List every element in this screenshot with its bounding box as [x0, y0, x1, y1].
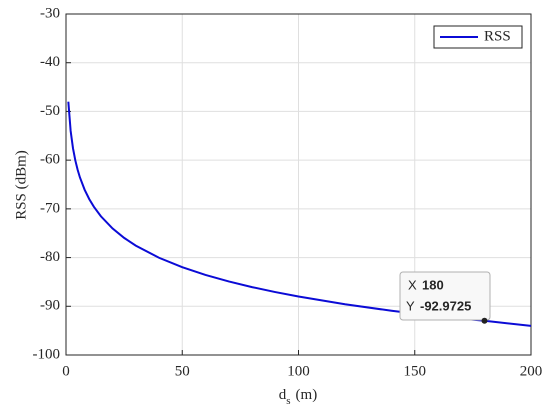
x-tick-label: 100 — [287, 363, 310, 379]
y-tick-label: -80 — [40, 249, 60, 265]
datatip-y-value: -92.9725 — [420, 298, 471, 313]
datatip-marker — [481, 317, 488, 324]
x-label-unit: (m) — [296, 387, 318, 403]
datatip-box — [399, 271, 491, 321]
datatip-x-label: X — [408, 277, 417, 292]
legend-label: RSS — [484, 28, 511, 44]
y-tick-label: -30 — [40, 5, 60, 21]
series-line — [67, 101, 532, 327]
legend: RSS — [433, 25, 523, 49]
x-tick-label: 0 — [62, 363, 70, 379]
x-label-subscript: s — [286, 395, 290, 407]
y-tick-label: -70 — [40, 200, 60, 216]
y-axis-label: RSS (dBm) — [13, 150, 29, 220]
x-tick-label: 50 — [175, 363, 190, 379]
y-tick-label: -50 — [40, 103, 60, 119]
y-tick-label: -100 — [33, 346, 61, 362]
y-tick-label: -40 — [40, 54, 60, 70]
x-axis-label: ds (m) — [279, 387, 317, 406]
datatip-x-value: 180 — [422, 277, 444, 292]
datatip-y-label: Y — [406, 298, 415, 313]
y-tick-label: -90 — [40, 298, 60, 314]
x-tick-label: 150 — [404, 363, 427, 379]
y-tick-label: -60 — [40, 152, 60, 168]
x-label-base: d — [279, 387, 287, 403]
axes-box — [65, 13, 532, 356]
x-tick-label: 200 — [520, 363, 543, 379]
